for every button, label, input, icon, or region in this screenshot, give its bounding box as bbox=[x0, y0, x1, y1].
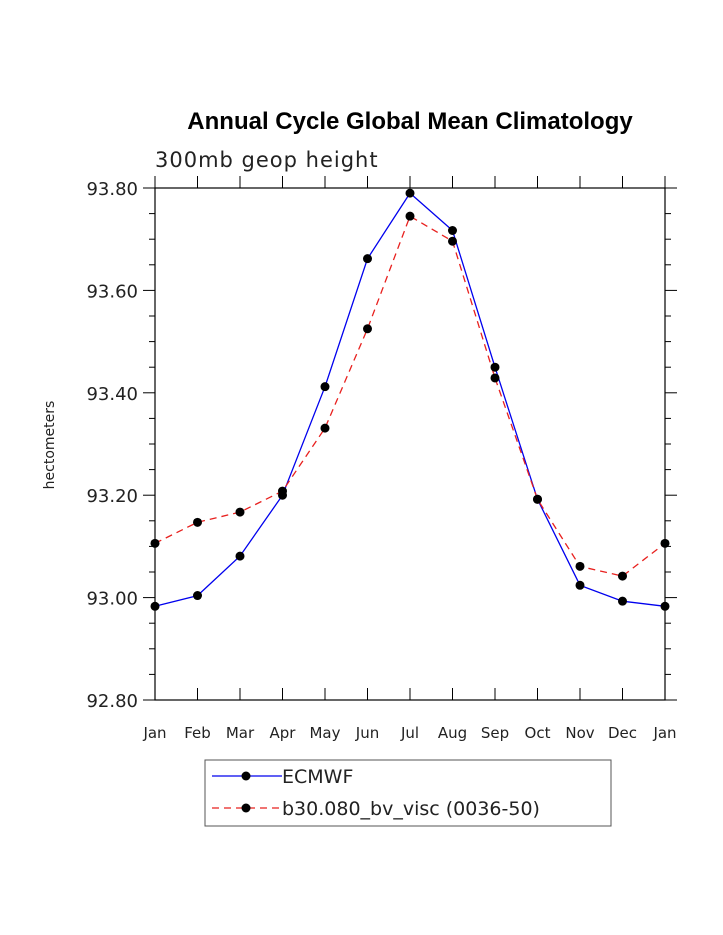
data-point-series-1 bbox=[448, 236, 457, 246]
x-tick-label: Feb bbox=[184, 724, 211, 742]
x-tick-label: May bbox=[309, 724, 340, 742]
data-point-series-1 bbox=[618, 571, 627, 581]
data-point-series-0 bbox=[320, 382, 330, 392]
y-tick-label: 93.20 bbox=[86, 486, 138, 507]
chart-title: Annual Cycle Global Mean Climatology bbox=[187, 108, 633, 135]
y-tick-labels: 93.80 93.60 93.40 93.20 93.00 92.80 bbox=[86, 179, 138, 712]
x-tick-label: Oct bbox=[525, 724, 551, 742]
y-axis-label: hectometers bbox=[42, 401, 58, 490]
plot-frame bbox=[154, 187, 666, 701]
legend-label-ecmwf: ECMWF bbox=[282, 766, 353, 788]
chart-subtitle: 300mb geop height bbox=[155, 148, 379, 172]
x-tick-label: Jun bbox=[355, 724, 379, 742]
y-tick-label: 93.80 bbox=[86, 179, 138, 200]
series-line-0 bbox=[154, 192, 666, 607]
legend-marker-ecmwf bbox=[241, 771, 251, 781]
y-tick-label: 93.60 bbox=[86, 281, 138, 302]
axis-ticks bbox=[143, 176, 677, 701]
data-point-series-1 bbox=[575, 561, 585, 571]
legend-box bbox=[204, 759, 612, 827]
data-point-series-0 bbox=[405, 188, 415, 198]
x-tick-label: Aug bbox=[438, 724, 467, 742]
legend-marker-model bbox=[241, 803, 251, 813]
data-point-series-0 bbox=[618, 596, 627, 606]
y-tick-label: 93.00 bbox=[86, 589, 138, 610]
data-point-series-0 bbox=[448, 225, 457, 235]
x-tick-label: Jul bbox=[400, 724, 419, 742]
y-tick-label: 93.40 bbox=[86, 384, 138, 405]
x-tick-label: Jan bbox=[652, 724, 676, 742]
data-point-series-1 bbox=[193, 517, 202, 527]
x-tick-label: Mar bbox=[226, 724, 255, 742]
data-point-series-1 bbox=[320, 423, 330, 433]
x-tick-labels: Jan Feb Mar Apr May Jun Jul Aug Sep Oct Nov Dec Jan bbox=[142, 724, 676, 742]
data-point-series-0 bbox=[490, 362, 500, 372]
data-point-series-0 bbox=[363, 254, 372, 264]
x-tick-label: Nov bbox=[565, 724, 594, 742]
data-point-series-1 bbox=[490, 373, 500, 383]
series-line-1 bbox=[154, 215, 666, 577]
data-point-series-0 bbox=[193, 591, 202, 601]
x-tick-label: Jan bbox=[142, 724, 166, 742]
data-point-series-1 bbox=[235, 507, 245, 517]
x-tick-label: Dec bbox=[608, 724, 637, 742]
x-tick-label: Apr bbox=[270, 724, 297, 742]
data-point-series-0 bbox=[235, 551, 245, 561]
data-point-series-1 bbox=[278, 486, 287, 496]
data-point-series-1 bbox=[533, 494, 542, 504]
y-tick-label: 92.80 bbox=[86, 691, 138, 712]
data-point-series-1 bbox=[363, 324, 372, 334]
legend: ECMWF b30.080_bv_visc (0036-50) bbox=[204, 759, 612, 827]
series-layer bbox=[150, 188, 670, 611]
data-point-series-0 bbox=[575, 580, 585, 590]
data-point-series-1 bbox=[405, 211, 415, 221]
x-tick-label: Sep bbox=[481, 724, 509, 742]
legend-label-model: b30.080_bv_visc (0036-50) bbox=[282, 798, 540, 820]
